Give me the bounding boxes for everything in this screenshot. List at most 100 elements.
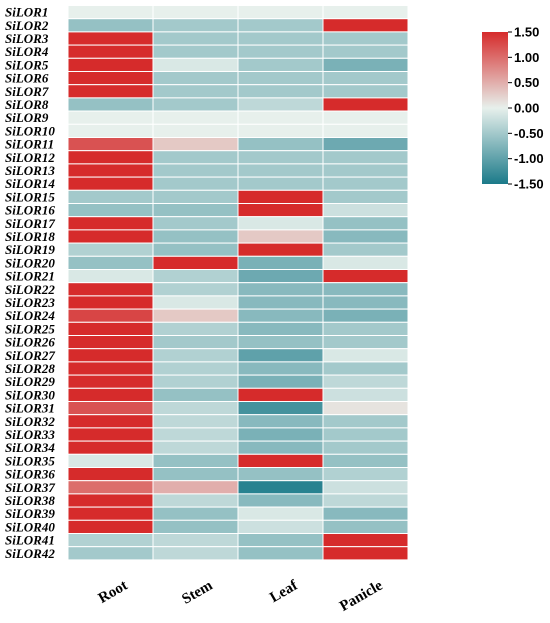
heatmap-cell <box>322 71 409 86</box>
heatmap-cell <box>237 5 324 20</box>
row-label: SiLOR39 <box>5 506 55 521</box>
column-labels: Root Stem Leaf Panicle <box>96 577 386 615</box>
heatmap-cell <box>67 31 154 46</box>
row-label: SiLOR11 <box>5 137 54 152</box>
heatmap-cell <box>67 123 154 139</box>
row-label: SiLOR30 <box>5 387 55 402</box>
heatmap-cell <box>322 242 409 257</box>
heatmap-cell <box>67 57 154 72</box>
heatmap-cell <box>237 31 324 46</box>
heatmap-cell <box>322 506 409 521</box>
colorbar-tick-label: -1.00 <box>514 151 544 166</box>
colorbar-ticks: 1.50 1.00 0.50 0.00 -0.50 -1.00 -1.50 <box>508 25 544 192</box>
row-label: SiLOR5 <box>5 57 49 72</box>
heatmap-cell <box>152 321 239 336</box>
heatmap-cell <box>67 414 154 429</box>
heatmap-cell <box>67 467 154 482</box>
heatmap-cell <box>237 229 324 244</box>
heatmap-cell <box>322 427 409 442</box>
row-label: SiLOR1 <box>5 5 48 20</box>
heatmap-cell <box>152 374 239 389</box>
heatmap-cell <box>322 137 409 152</box>
heatmap-cell <box>237 216 324 231</box>
row-label: SiLOR35 <box>5 453 55 468</box>
heatmap-cells <box>67 5 409 561</box>
row-label: SiLOR41 <box>5 533 55 548</box>
heatmap-cell <box>152 440 239 455</box>
colorbar-gradient <box>482 32 508 184</box>
heatmap-cell <box>152 110 239 125</box>
heatmap-cell <box>152 229 239 244</box>
row-label: SiLOR16 <box>5 203 55 218</box>
row-label: SiLOR13 <box>5 163 55 178</box>
heatmap-cell <box>322 440 409 455</box>
heatmap-cell <box>237 427 324 442</box>
heatmap-cell <box>152 414 239 429</box>
heatmap-cell <box>322 57 409 72</box>
heatmap-cell <box>322 480 409 495</box>
heatmap-cell <box>237 440 324 455</box>
heatmap-cell <box>237 348 324 363</box>
heatmap-cell <box>237 374 324 389</box>
heatmap-cell <box>67 374 154 389</box>
heatmap-cell <box>152 282 239 297</box>
heatmap-cell <box>322 123 409 139</box>
column-label: Stem <box>179 577 216 607</box>
column-label: Leaf <box>267 577 301 606</box>
heatmap-cell <box>322 387 409 402</box>
heatmap-cell <box>237 242 324 257</box>
row-label: SiLOR22 <box>5 282 55 297</box>
row-label: SiLOR23 <box>5 295 55 310</box>
heatmap-cell <box>237 97 324 112</box>
heatmap-cell <box>322 176 409 191</box>
heatmap-cell <box>322 31 409 46</box>
heatmap-cell <box>67 308 154 323</box>
heatmap-cell <box>67 295 154 310</box>
colorbar-tick-label: 1.50 <box>514 25 539 40</box>
heatmap-cell <box>152 255 239 270</box>
heatmap-cell <box>67 84 154 99</box>
heatmap-cell <box>237 467 324 482</box>
heatmap-cell <box>237 401 324 416</box>
colorbar-tick-label: 1.00 <box>514 50 539 65</box>
row-label: SiLOR38 <box>5 493 55 508</box>
heatmap-cell <box>67 361 154 376</box>
heatmap-cell <box>67 282 154 297</box>
heatmap-cell <box>67 348 154 363</box>
heatmap-cell <box>152 163 239 178</box>
heatmap-cell <box>237 493 324 508</box>
heatmap-cell <box>67 150 154 165</box>
row-label: SiLOR18 <box>5 229 55 244</box>
heatmap-cell <box>237 255 324 270</box>
heatmap-cell <box>237 453 324 468</box>
heatmap-cell <box>322 229 409 244</box>
colorbar-tick-label: 0.00 <box>514 101 539 116</box>
heatmap-cell <box>237 335 324 350</box>
heatmap-cell <box>322 150 409 165</box>
heatmap-cell <box>67 493 154 508</box>
heatmap-cell <box>67 519 154 534</box>
heatmap-cell <box>67 5 154 20</box>
row-label: SiLOR24 <box>5 308 55 323</box>
heatmap-cell <box>237 110 324 125</box>
heatmap-cell <box>152 18 239 33</box>
colorbar: 1.50 1.00 0.50 0.00 -0.50 -1.00 -1.50 <box>482 25 544 192</box>
row-label: SiLOR37 <box>5 480 55 495</box>
heatmap-cell <box>152 335 239 350</box>
row-label: SiLOR31 <box>5 401 55 416</box>
heatmap-cell <box>322 361 409 376</box>
heatmap-cell <box>67 189 154 205</box>
row-label: SiLOR28 <box>5 361 55 376</box>
heatmap-cell <box>67 335 154 350</box>
heatmap-cell <box>67 533 154 548</box>
heatmap-cell <box>67 137 154 152</box>
heatmap-cell <box>67 203 154 218</box>
heatmap-cell <box>237 546 324 561</box>
row-label: SiLOR19 <box>5 242 55 257</box>
heatmap-cell <box>322 401 409 416</box>
heatmap-cell <box>152 189 239 205</box>
heatmap-cell <box>152 519 239 534</box>
row-label: SiLOR12 <box>5 150 55 165</box>
heatmap-cell <box>237 269 324 284</box>
